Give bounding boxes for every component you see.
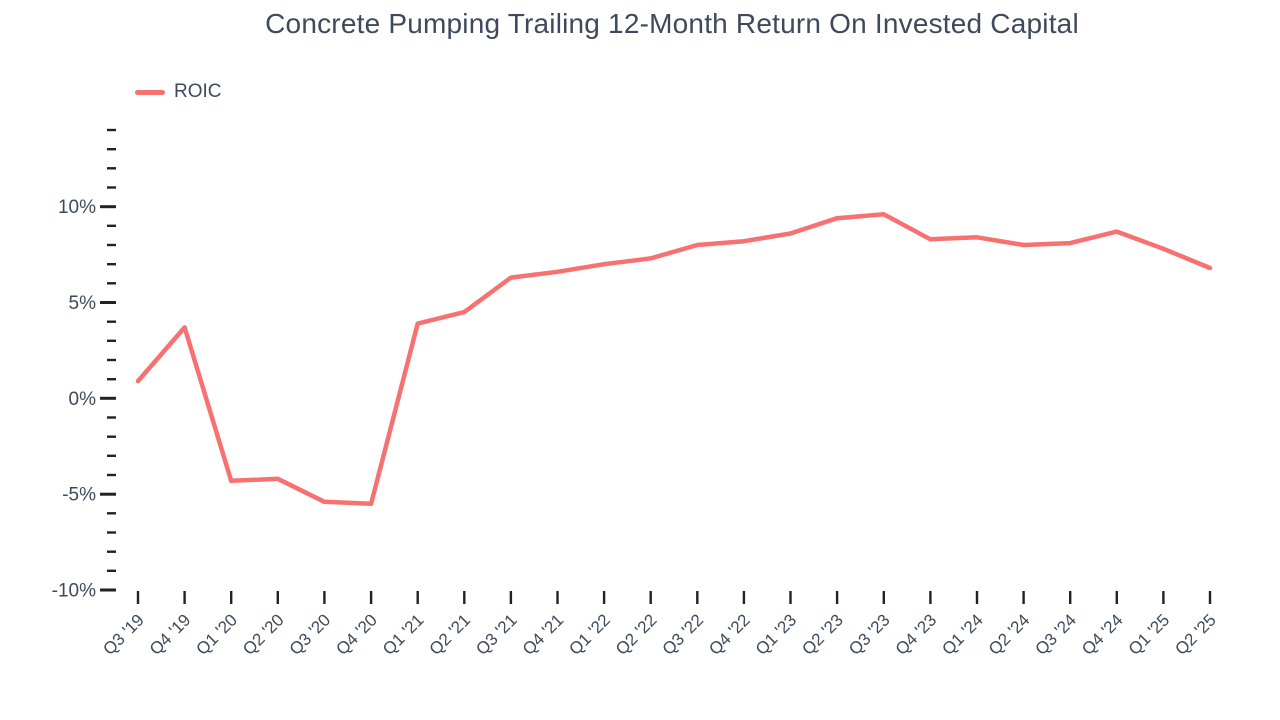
x-axis-label: Q4 '22 bbox=[705, 610, 753, 658]
legend-label: ROIC bbox=[174, 81, 222, 102]
x-axis-label: Q4 '23 bbox=[892, 610, 940, 658]
x-axis-label: Q4 '19 bbox=[146, 610, 194, 658]
x-axis-label: Q1 '22 bbox=[565, 610, 613, 658]
x-axis-label: Q3 '19 bbox=[99, 610, 147, 658]
x-axis-label: Q1 '21 bbox=[379, 610, 427, 658]
x-axis-label: Q1 '24 bbox=[938, 610, 986, 658]
x-axis-label: Q3 '23 bbox=[845, 610, 893, 658]
x-axis-label: Q1 '23 bbox=[752, 610, 800, 658]
chart-title: Concrete Pumping Trailing 12-Month Retur… bbox=[265, 8, 1079, 39]
y-axis-label: -5% bbox=[62, 485, 96, 506]
y-axis-label: 10% bbox=[58, 197, 96, 218]
x-axis-label: Q3 '24 bbox=[1032, 610, 1080, 658]
y-axis-label: 5% bbox=[69, 293, 97, 314]
x-axis-label: Q4 '24 bbox=[1078, 610, 1126, 658]
x-axis-label: Q3 '20 bbox=[286, 610, 334, 658]
x-axis-label: Q2 '23 bbox=[798, 610, 846, 658]
x-axis-label: Q3 '22 bbox=[659, 610, 707, 658]
x-axis-label: Q2 '25 bbox=[1171, 610, 1219, 658]
x-axis-label: Q4 '21 bbox=[519, 610, 567, 658]
x-axis-label: Q2 '22 bbox=[612, 610, 660, 658]
y-axis-label: -10% bbox=[52, 581, 96, 602]
roic-line bbox=[135, 212, 1213, 507]
x-axis-label: Q4 '20 bbox=[332, 610, 380, 658]
x-axis-label: Q2 '24 bbox=[985, 610, 1033, 658]
x-axis-label: Q2 '20 bbox=[239, 610, 287, 658]
legend: ROIC bbox=[135, 82, 222, 102]
x-axis-label: Q1 '25 bbox=[1125, 610, 1173, 658]
line-swatch-icon bbox=[135, 89, 165, 95]
x-axis-label: Q3 '21 bbox=[472, 610, 520, 658]
y-axis-label: 0% bbox=[69, 389, 97, 410]
x-axis-label: Q1 '20 bbox=[193, 610, 241, 658]
x-axis-label: Q2 '21 bbox=[426, 610, 474, 658]
